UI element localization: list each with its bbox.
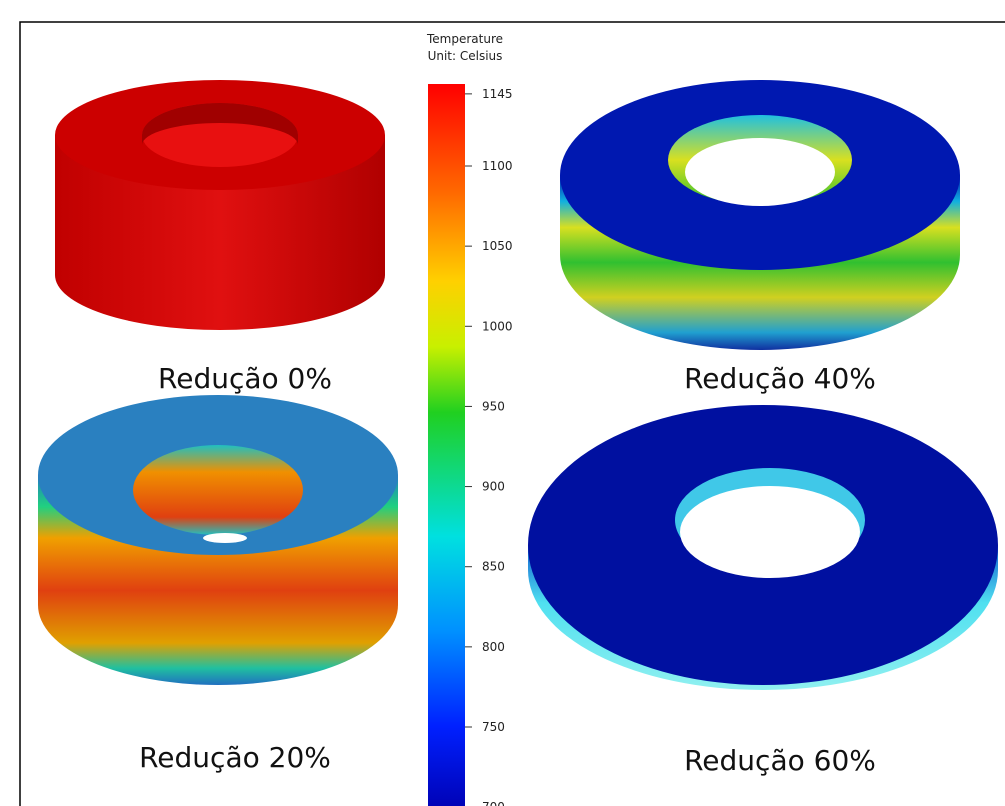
colorbar-tick-label: 850 <box>482 560 505 574</box>
colorbar-unit: Unit: Celsius <box>428 49 503 63</box>
panel-label: Redução 20% <box>139 741 331 774</box>
panel-label: Redução 60% <box>684 744 876 777</box>
panel-label: Redução 40% <box>684 362 876 395</box>
colorbar-tick-label: 700 <box>482 800 505 806</box>
colorbar-tick-label: 1000 <box>482 319 513 333</box>
model-20 <box>38 395 398 685</box>
colorbar-tick-label: 1100 <box>482 159 513 173</box>
colorbar-tick-label: 750 <box>482 720 505 734</box>
colorbar-tick-label: 800 <box>482 640 505 654</box>
colorbar-tick-label: 1050 <box>482 239 513 253</box>
model-40 <box>560 80 960 350</box>
page: {"colorbar": {"title": ["Temperature", "… <box>0 0 1005 806</box>
colorbar-tick-label: 900 <box>482 480 505 494</box>
panel-label: Redução 0% <box>158 362 332 395</box>
model-0 <box>55 80 385 330</box>
colorbar-title: Temperature <box>426 32 503 46</box>
model-60 <box>528 405 998 690</box>
colorbar <box>428 84 465 806</box>
colorbar-tick-label: 950 <box>482 399 505 413</box>
colorbar-tick-label: 1145 <box>482 87 513 101</box>
figure: Temperature Unit: Celsius Redução 0% Red… <box>0 0 1005 806</box>
